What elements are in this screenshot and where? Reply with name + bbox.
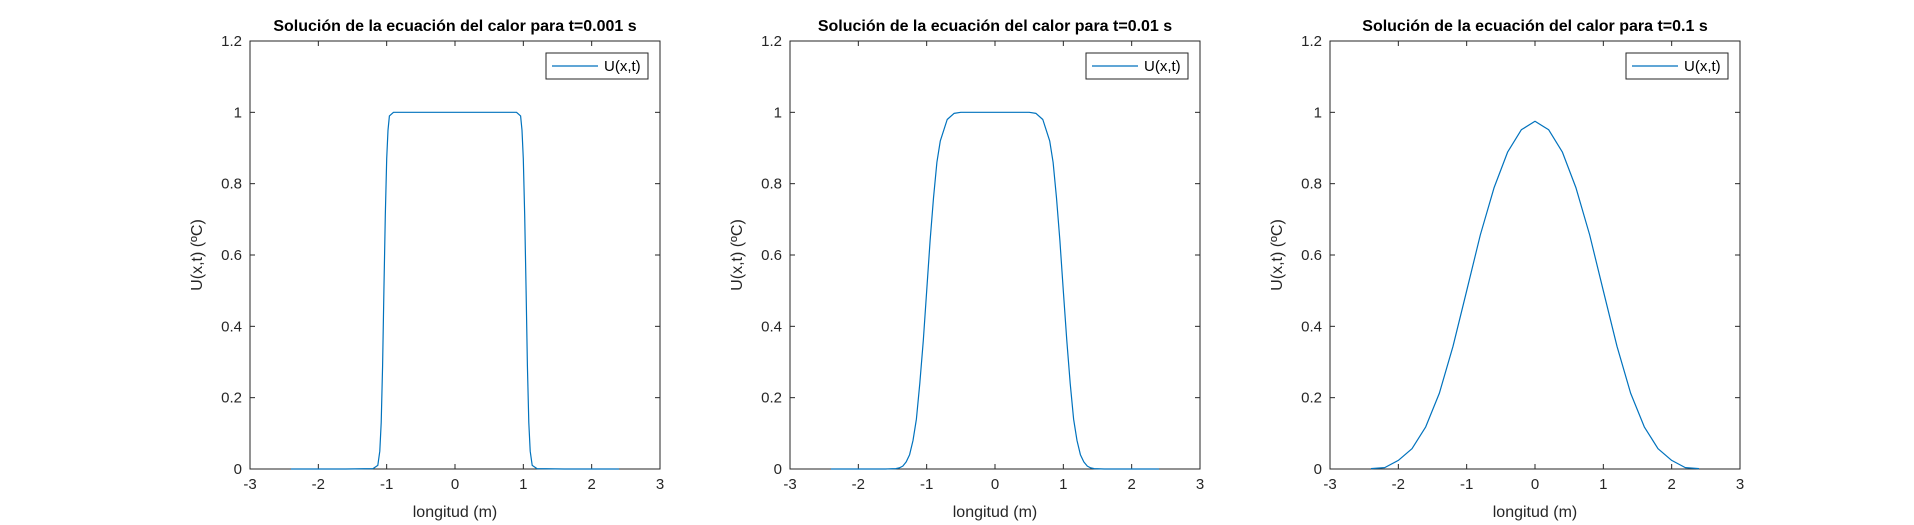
x-tick-label: -3 xyxy=(243,476,256,493)
x-tick-label: -1 xyxy=(380,476,393,493)
legend: U(x,t) xyxy=(1085,52,1189,80)
y-tick-label: 0.4 xyxy=(1301,318,1322,335)
y-tick-label: 1 xyxy=(1314,104,1322,121)
x-tick-label: 3 xyxy=(656,476,664,493)
y-tick-label: 1 xyxy=(234,104,242,121)
y-tick-label: 0.8 xyxy=(1301,176,1322,193)
axes-box xyxy=(249,40,661,470)
x-tick-label: 2 xyxy=(587,476,595,493)
y-tick-label: 0 xyxy=(234,461,242,478)
x-axis-label: longitud (m) xyxy=(413,504,497,521)
series-line xyxy=(1370,120,1700,470)
x-tick-label: 2 xyxy=(1667,476,1675,493)
chart-panel-1: -3 -2 -1 0 1 2 3 0 0.2 0.4 0.6 0.8 1 1.2 Solución de l… xyxy=(189,18,664,521)
chart-panel-2: -3 -2 -1 0 1 2 3 0 0.2 0.4 0.6 0.8 1 1.2 Solución de l… xyxy=(729,18,1204,521)
legend-entry: U(x,t) xyxy=(1684,58,1721,75)
x-tick-label: 0 xyxy=(991,476,999,493)
x-tick-label: -2 xyxy=(312,476,325,493)
y-tick-label: 0.6 xyxy=(761,247,782,264)
x-tick-label: -1 xyxy=(920,476,933,493)
y-axis-label: U(x,t) (ºC) xyxy=(189,219,206,291)
y-tick-label: 0 xyxy=(1314,461,1322,478)
x-axis-label: longitud (m) xyxy=(1493,504,1577,521)
y-tick-label: 0.6 xyxy=(221,247,242,264)
chart-title: Solución de la ecuación del calor para t… xyxy=(818,18,1172,35)
x-tick-label: -2 xyxy=(1392,476,1405,493)
chart-title: Solución de la ecuación del calor para t… xyxy=(273,18,636,35)
y-tick-label: 1.2 xyxy=(1301,33,1322,50)
legend: U(x,t) xyxy=(1625,52,1729,80)
y-tick-label: 1.2 xyxy=(221,33,242,50)
y-axis-label: U(x,t) (ºC) xyxy=(729,219,746,291)
chart-panel-3: -3 -2 -1 0 1 2 3 0 0.2 0.4 0.6 0.8 1 1.2 Solución de l… xyxy=(1269,18,1744,521)
chart-title: Solución de la ecuación del calor para t… xyxy=(1362,18,1708,35)
x-tick-label: -1 xyxy=(1460,476,1473,493)
y-tick-label: 0.6 xyxy=(1301,247,1322,264)
y-tick-label: 0.2 xyxy=(761,390,782,407)
y-tick-label: 0.4 xyxy=(221,318,242,335)
legend: U(x,t) xyxy=(545,52,649,80)
x-tick-label: 0 xyxy=(451,476,459,493)
axes-box xyxy=(1329,40,1741,470)
x-tick-label: 1 xyxy=(1599,476,1607,493)
x-tick-label: 0 xyxy=(1531,476,1539,493)
series-line xyxy=(291,111,619,470)
x-tick-label: -2 xyxy=(852,476,865,493)
y-axis-label: U(x,t) (ºC) xyxy=(1269,219,1286,291)
y-tick-label: 0.8 xyxy=(761,176,782,193)
x-tick-label: 2 xyxy=(1127,476,1135,493)
axes-box xyxy=(789,40,1201,470)
x-tick-label: 1 xyxy=(1059,476,1067,493)
y-tick-label: 1 xyxy=(774,104,782,121)
x-tick-label: 3 xyxy=(1736,476,1744,493)
y-tick-label: 0.8 xyxy=(221,176,242,193)
x-tick-label: -3 xyxy=(783,476,796,493)
series-line xyxy=(831,111,1159,470)
y-tick-label: 0 xyxy=(774,461,782,478)
y-tick-label: 0.2 xyxy=(221,390,242,407)
x-tick-label: 3 xyxy=(1196,476,1204,493)
legend-entry: U(x,t) xyxy=(604,58,641,75)
y-tick-label: 0.4 xyxy=(761,318,782,335)
x-tick-label: 1 xyxy=(519,476,527,493)
y-tick-label: 1.2 xyxy=(761,33,782,50)
x-axis-label: longitud (m) xyxy=(953,504,1037,521)
y-tick-label: 0.2 xyxy=(1301,390,1322,407)
x-tick-label: -3 xyxy=(1323,476,1336,493)
legend-entry: U(x,t) xyxy=(1144,58,1181,75)
